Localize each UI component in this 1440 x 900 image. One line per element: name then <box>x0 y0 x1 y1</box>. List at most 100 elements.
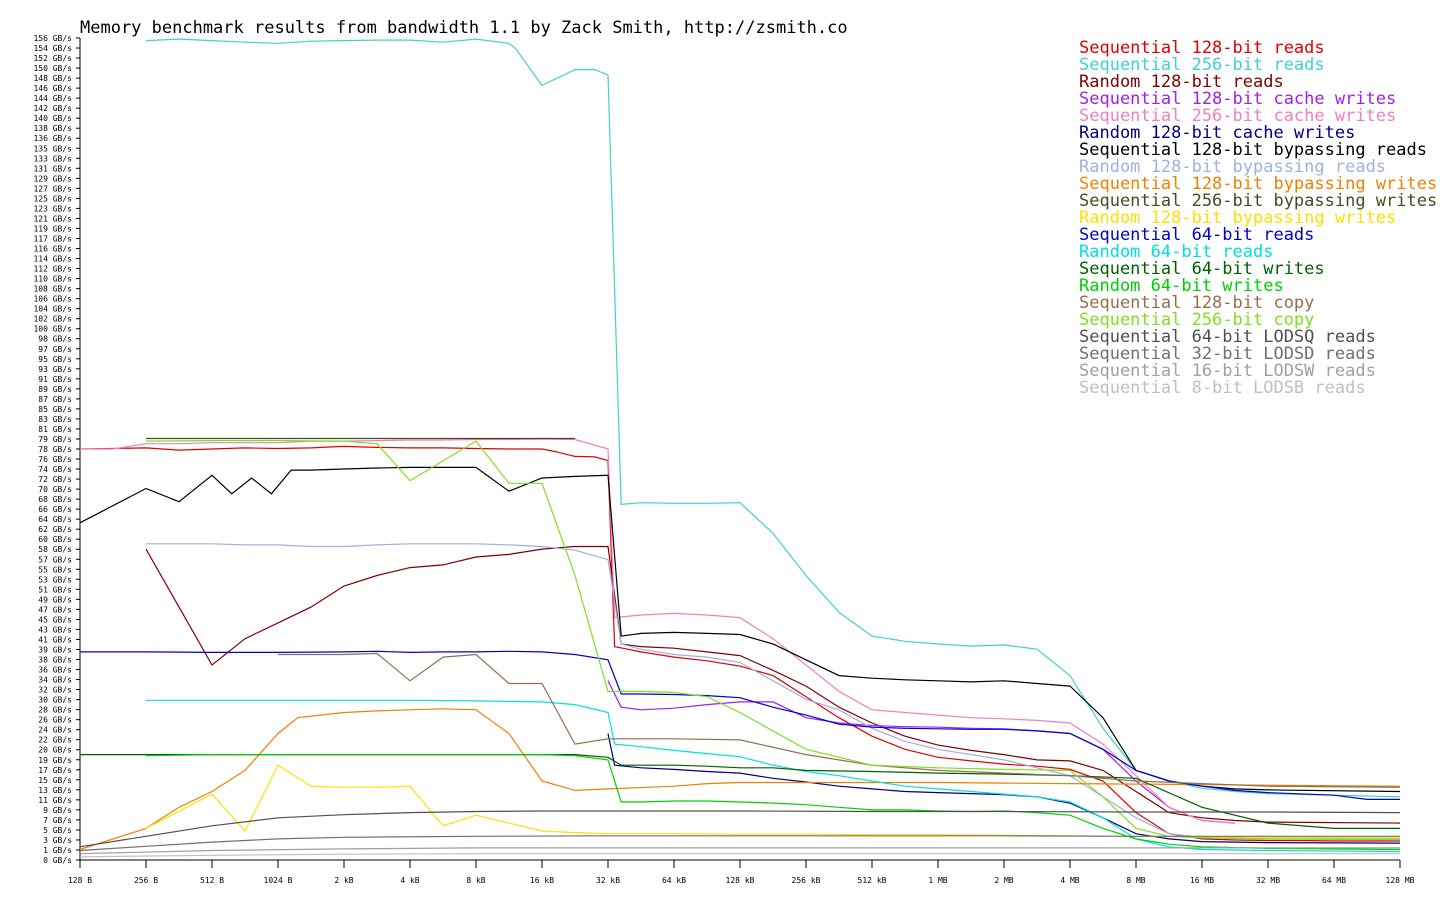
y-tick-label: 123 GB/s <box>33 204 72 213</box>
y-tick-label: 136 GB/s <box>33 134 72 143</box>
y-tick-label: 60 GB/s <box>38 535 72 544</box>
y-tick-label: 32 GB/s <box>38 686 72 695</box>
y-tick-label: 39 GB/s <box>38 645 72 654</box>
x-tick-label: 512 B <box>200 876 224 885</box>
y-tick-label: 79 GB/s <box>38 435 72 444</box>
series-line-21 <box>79 853 1400 858</box>
series-line-11 <box>145 764 1401 839</box>
y-tick-label: 17 GB/s <box>38 766 72 775</box>
y-tick-label: 0 GB/s <box>43 856 72 865</box>
x-tick-label: 256 B <box>134 876 158 885</box>
y-axis: 0 GB/s1 GB/s3 GB/s5 GB/s7 GB/s9 GB/s11 G… <box>33 34 81 865</box>
legend-entry: Sequential 8-bit LODSB reads <box>1079 378 1366 398</box>
series-line-4 <box>607 680 1236 824</box>
x-tick-label: 32 kB <box>596 876 620 885</box>
y-tick-label: 95 GB/s <box>38 355 72 364</box>
y-tick-label: 125 GB/s <box>33 194 72 203</box>
y-tick-label: 133 GB/s <box>33 154 72 163</box>
y-tick-label: 100 GB/s <box>33 325 72 334</box>
y-tick-label: 138 GB/s <box>33 124 72 133</box>
y-tick-label: 66 GB/s <box>38 505 72 514</box>
y-tick-label: 1 GB/s <box>43 846 72 855</box>
y-tick-label: 117 GB/s <box>33 234 72 243</box>
y-tick-label: 129 GB/s <box>33 174 72 183</box>
y-tick-label: 146 GB/s <box>33 84 72 93</box>
y-tick-label: 144 GB/s <box>33 94 72 103</box>
y-tick-label: 15 GB/s <box>38 776 72 785</box>
legend-entry: Sequential 32-bit LODSD reads <box>1079 344 1376 364</box>
legend-entry: Random 64-bit writes <box>1079 276 1284 296</box>
x-tick-label: 1024 B <box>264 876 293 885</box>
y-tick-label: 41 GB/s <box>38 635 72 644</box>
y-tick-label: 47 GB/s <box>38 605 72 614</box>
legend-entry: Sequential 16-bit LODSW reads <box>1079 361 1376 381</box>
y-tick-label: 58 GB/s <box>38 545 72 554</box>
legend-entry: Sequential 256-bit reads <box>1079 55 1325 75</box>
y-tick-label: 36 GB/s <box>38 666 72 675</box>
y-tick-label: 70 GB/s <box>38 485 72 494</box>
y-tick-label: 49 GB/s <box>38 595 72 604</box>
y-tick-label: 20 GB/s <box>38 746 72 755</box>
legend-entry: Sequential 256-bit copy <box>1079 310 1314 330</box>
legend-entry: Sequential 128-bit reads <box>1079 38 1325 58</box>
x-tick-label: 32 MB <box>1256 876 1280 885</box>
y-tick-label: 78 GB/s <box>38 445 72 454</box>
y-tick-label: 114 GB/s <box>33 255 72 264</box>
legend-entry: Sequential 128-bit bypassing writes <box>1079 174 1437 194</box>
y-tick-label: 116 GB/s <box>33 245 72 254</box>
series-line-12 <box>80 650 1400 801</box>
y-tick-label: 83 GB/s <box>38 415 72 424</box>
x-tick-label: 128 kB <box>726 876 755 885</box>
legend-entry: Sequential 128-bit cache writes <box>1079 89 1396 109</box>
y-tick-label: 142 GB/s <box>33 104 72 113</box>
y-tick-label: 110 GB/s <box>33 275 72 284</box>
x-tick-label: 8 MB <box>1126 876 1145 885</box>
y-tick-label: 89 GB/s <box>38 385 72 394</box>
y-tick-label: 68 GB/s <box>38 495 72 504</box>
y-tick-label: 135 GB/s <box>33 144 72 153</box>
x-tick-label: 128 MB <box>1386 876 1415 885</box>
y-tick-label: 43 GB/s <box>38 625 72 634</box>
chart-title: Memory benchmark results from bandwidth … <box>80 18 848 38</box>
x-tick-label: 8 kB <box>466 876 485 885</box>
x-tick-label: 4 MB <box>1060 876 1079 885</box>
legend-entry: Sequential 64-bit reads <box>1079 225 1314 245</box>
y-tick-label: 156 GB/s <box>33 34 72 43</box>
y-tick-label: 76 GB/s <box>38 455 72 464</box>
legend-entry: Sequential 64-bit LODSQ reads <box>1079 327 1376 347</box>
y-tick-label: 11 GB/s <box>38 796 72 805</box>
series-line-13 <box>146 699 1401 853</box>
x-tick-label: 2 kB <box>334 876 353 885</box>
series-line-7 <box>79 466 1401 793</box>
y-tick-label: 152 GB/s <box>33 54 72 63</box>
legend-entry: Random 128-bit bypassing writes <box>1079 208 1396 228</box>
y-tick-label: 5 GB/s <box>43 826 72 835</box>
legend-entry: Sequential 128-bit copy <box>1079 293 1314 313</box>
series-line-16 <box>278 652 1401 788</box>
x-tick-label: 128 B <box>68 876 92 885</box>
x-tick-label: 512 kB <box>858 876 887 885</box>
x-axis: 128 B 256 B 512 B 1024 B 2 kB 4 kB 8 kB 16 kB 32… <box>68 859 1415 885</box>
y-tick-label: 72 GB/s <box>38 475 72 484</box>
y-tick-label: 148 GB/s <box>33 74 72 83</box>
series-line-2 <box>145 38 1401 798</box>
y-tick-label: 102 GB/s <box>33 315 72 324</box>
y-tick-label: 140 GB/s <box>33 114 72 123</box>
y-tick-label: 85 GB/s <box>38 405 72 414</box>
series-line-5 <box>80 438 1236 824</box>
x-tick-label: 1 MB <box>928 876 947 885</box>
series-line-20 <box>79 847 1400 855</box>
y-tick-label: 9 GB/s <box>43 806 72 815</box>
y-tick-label: 38 GB/s <box>38 656 72 665</box>
y-tick-label: 13 GB/s <box>38 786 72 795</box>
y-tick-label: 87 GB/s <box>38 395 72 404</box>
y-tick-label: 81 GB/s <box>38 425 72 434</box>
series-line-8 <box>146 543 1401 841</box>
y-tick-label: 24 GB/s <box>38 726 72 735</box>
y-tick-label: 108 GB/s <box>33 285 72 294</box>
y-tick-label: 97 GB/s <box>38 345 72 354</box>
y-tick-label: 53 GB/s <box>38 575 72 584</box>
y-tick-label: 106 GB/s <box>33 295 72 304</box>
y-tick-label: 127 GB/s <box>33 184 72 193</box>
